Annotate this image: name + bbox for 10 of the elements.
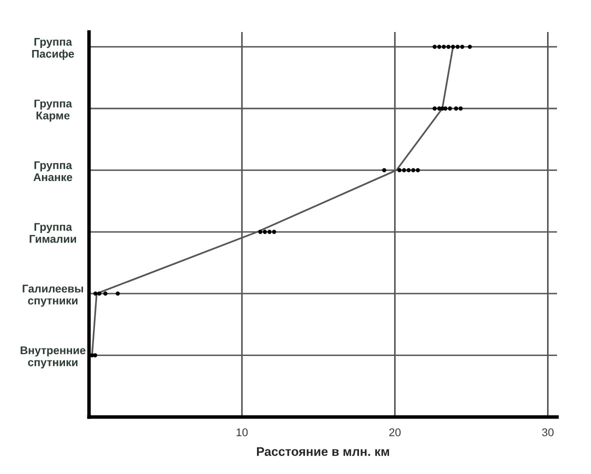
y-tick-label: Группа Гималии [30,223,76,243]
y-tick-label: Внутренние спутники [20,346,86,368]
x-tick-label: 20 [389,428,401,436]
x-tick-label: 30 [542,428,554,436]
y-tick-label: Группа Ананке [33,161,72,182]
y-tick-label: Группа Пасифе [32,38,74,60]
x-axis-title: Расстояние в млн. км [256,447,390,456]
y-tick-label: Галилеевы спутники [22,284,84,307]
x-tick-label: 10 [236,428,248,436]
y-tick-label: Группа Карме [34,100,72,122]
